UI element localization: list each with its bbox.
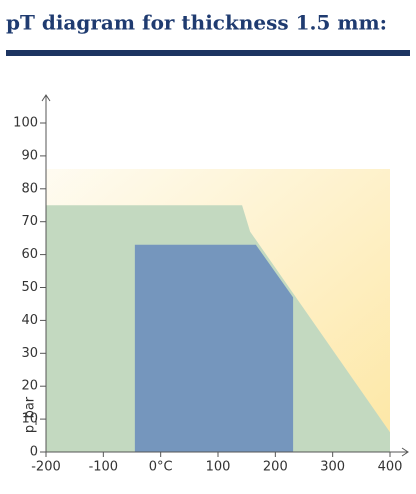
title-rule <box>6 50 410 56</box>
y-tick-label: 10 <box>21 412 38 427</box>
y-tick-label: 80 <box>21 181 38 196</box>
x-axis-arrow <box>401 447 409 457</box>
y-tick-label: 30 <box>21 346 38 361</box>
x-tick-label: 300 <box>320 460 345 475</box>
x-tick-label: 200 <box>263 460 288 475</box>
x-tick-label: 400 <box>378 460 403 475</box>
region <box>134 244 294 452</box>
x-tick-label: -200 <box>31 460 61 475</box>
y-axis-label: p_bar <box>23 396 38 433</box>
y-tick-label: 60 <box>21 247 38 262</box>
y-tick-label: 40 <box>21 313 38 328</box>
y-tick-label: 100 <box>13 116 38 131</box>
plot-area: 0 10 20 30 40 50 60 70 80 90 100 -200 -100 0°C 100 200 3… <box>13 94 409 475</box>
y-tick-label: 50 <box>21 280 38 295</box>
x-tick-label: 0°C <box>149 460 173 475</box>
y-tick-label: 20 <box>21 379 38 394</box>
x-tick-label: -100 <box>89 460 119 475</box>
y-tick-label: 70 <box>21 214 38 229</box>
y-tick-label: 0 <box>30 445 38 460</box>
y-tick-label: 90 <box>21 148 38 163</box>
x-tick-label: 100 <box>206 460 231 475</box>
y-axis-arrow <box>41 94 51 102</box>
chart-title: pT diagram for thickness 1.5 mm: <box>6 11 387 35</box>
